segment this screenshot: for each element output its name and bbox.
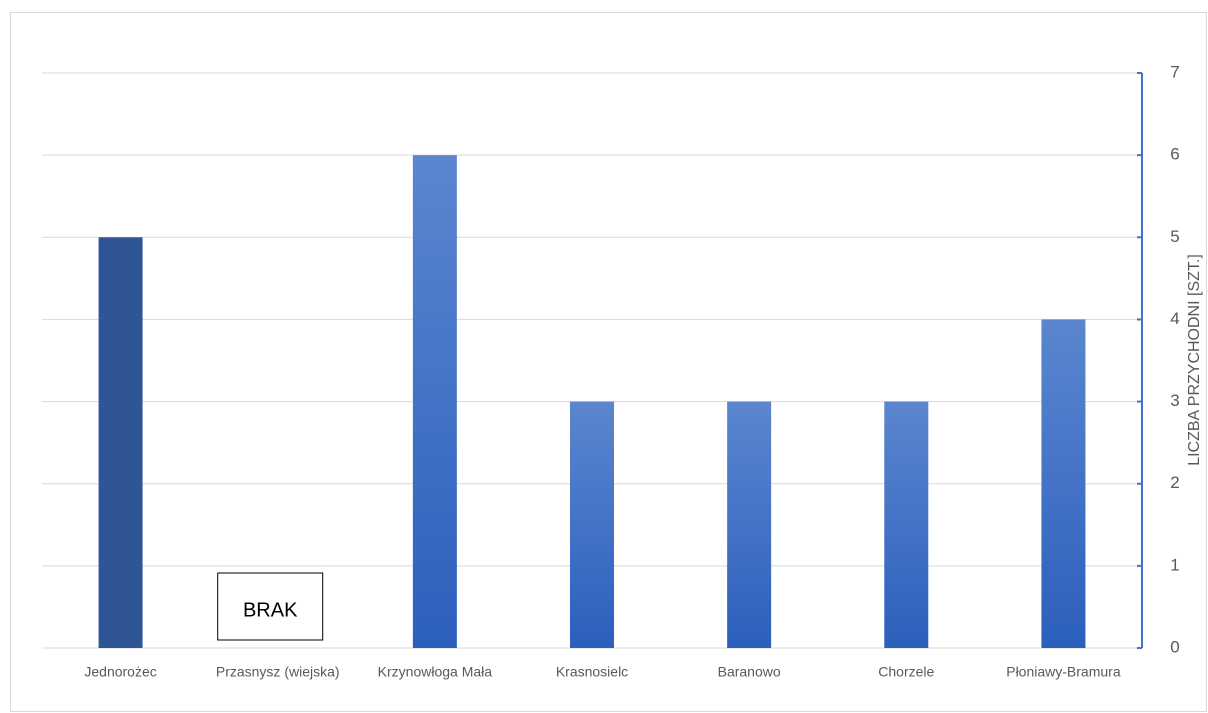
x-tick-label: Chorzele bbox=[878, 664, 934, 680]
annotation: BRAK bbox=[243, 599, 298, 621]
y-tick-label: 6 bbox=[1170, 145, 1179, 164]
x-tick-label: Jednorożec bbox=[84, 664, 156, 680]
bar bbox=[727, 401, 772, 648]
y-tick-label: 1 bbox=[1170, 555, 1179, 574]
y-tick-label: 0 bbox=[1170, 637, 1179, 656]
x-tick-label: Płoniawy-Bramura bbox=[1006, 664, 1121, 680]
x-tick-label: Baranowo bbox=[718, 664, 781, 680]
y-tick-label: 7 bbox=[1170, 62, 1179, 81]
y-tick-label: 5 bbox=[1170, 227, 1179, 246]
bar bbox=[884, 401, 929, 648]
x-tick-label: Krasnosielc bbox=[556, 664, 628, 680]
y-tick-label: 2 bbox=[1170, 473, 1179, 492]
bar bbox=[570, 401, 614, 648]
bar bbox=[98, 237, 143, 649]
x-tick-label: Krzynowłoga Mała bbox=[378, 664, 493, 680]
bar bbox=[412, 155, 457, 648]
y-axis-title: LICZBA PRZYCHODNI [SZT.] bbox=[1186, 254, 1203, 466]
y-tick-label: 4 bbox=[1170, 309, 1179, 328]
x-tick-label: Przasnysz (wiejska) bbox=[216, 664, 340, 680]
annotation-box bbox=[217, 572, 324, 641]
bar bbox=[1041, 319, 1086, 648]
y-tick-label: 3 bbox=[1170, 391, 1179, 410]
